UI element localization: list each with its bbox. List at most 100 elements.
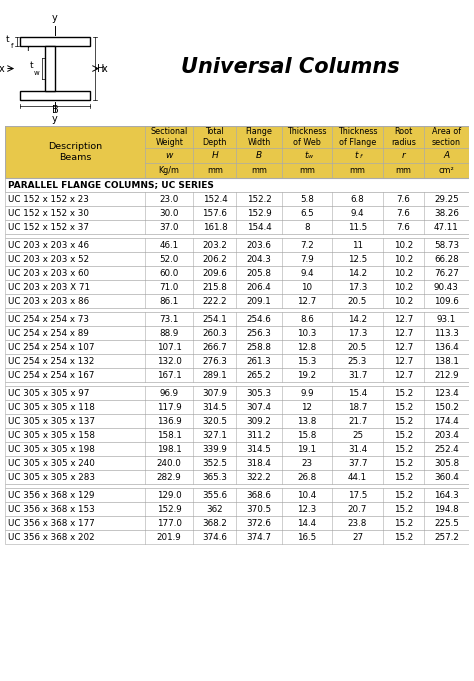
Text: 152.4: 152.4 (202, 195, 228, 204)
Text: 27: 27 (352, 533, 363, 541)
Text: UC 254 x 254 x 167: UC 254 x 254 x 167 (8, 370, 94, 379)
Text: 12.7: 12.7 (394, 356, 413, 366)
Text: t: t (304, 151, 308, 160)
Text: 152.9: 152.9 (157, 505, 182, 513)
Text: 215.8: 215.8 (202, 283, 228, 291)
Text: 138.1: 138.1 (434, 356, 459, 366)
Text: 73.1: 73.1 (159, 315, 179, 323)
Text: w: w (165, 151, 173, 160)
Bar (5, 280, 469, 294)
Text: cm²: cm² (438, 166, 454, 175)
Text: 7.6: 7.6 (396, 195, 410, 204)
Text: 365.3: 365.3 (202, 473, 228, 481)
Text: 25: 25 (352, 430, 363, 439)
Text: UC 305 x 305 x 283: UC 305 x 305 x 283 (8, 473, 95, 481)
Text: 261.3: 261.3 (246, 356, 272, 366)
Bar (45, 46, 55, 91)
Text: 109.6: 109.6 (434, 296, 459, 306)
Text: 7.6: 7.6 (396, 208, 410, 217)
Text: 240.0: 240.0 (157, 458, 182, 467)
Text: 9.9: 9.9 (300, 388, 314, 398)
Text: 374.7: 374.7 (246, 533, 272, 541)
Text: 123.4: 123.4 (434, 388, 459, 398)
Text: mm: mm (251, 166, 267, 175)
Text: 157.6: 157.6 (202, 208, 228, 217)
Text: 15.2: 15.2 (394, 518, 413, 528)
Text: Flange
Width: Flange Width (246, 127, 273, 146)
Text: 15.2: 15.2 (394, 430, 413, 439)
Text: 10.2: 10.2 (394, 240, 413, 249)
Text: 15.8: 15.8 (297, 430, 317, 439)
Text: 16.5: 16.5 (297, 533, 317, 541)
Text: 10.3: 10.3 (297, 328, 317, 338)
Text: 93.1: 93.1 (437, 315, 456, 323)
Text: 209.6: 209.6 (202, 268, 228, 277)
Text: 96.9: 96.9 (160, 388, 179, 398)
Text: 7.6: 7.6 (396, 223, 410, 232)
Text: 44.1: 44.1 (348, 473, 367, 481)
Bar (5, 340, 469, 354)
Bar (5, 308, 469, 312)
Text: 30.0: 30.0 (159, 208, 179, 217)
Text: 17.3: 17.3 (348, 328, 367, 338)
Text: UC 254 x 254 x 73: UC 254 x 254 x 73 (8, 315, 89, 323)
Text: UC 152 x 152 x 30: UC 152 x 152 x 30 (8, 208, 89, 217)
Text: UC 305 x 305 x 97: UC 305 x 305 x 97 (8, 388, 90, 398)
Text: 204.3: 204.3 (246, 255, 272, 264)
Text: y: y (52, 114, 58, 124)
Bar (5, 252, 469, 266)
Text: 13.8: 13.8 (297, 417, 317, 426)
Text: 60.0: 60.0 (159, 268, 179, 277)
Text: Thickness
of Web: Thickness of Web (287, 127, 327, 146)
Text: 5.8: 5.8 (300, 195, 314, 204)
Text: 6.5: 6.5 (300, 208, 314, 217)
Text: 258.8: 258.8 (246, 343, 272, 351)
Text: 254.6: 254.6 (246, 315, 272, 323)
Text: UC 305 x 305 x 158: UC 305 x 305 x 158 (8, 430, 95, 439)
Bar (5, 470, 469, 484)
Text: 150.2: 150.2 (434, 402, 459, 411)
Text: 311.2: 311.2 (246, 430, 272, 439)
Bar (5, 220, 469, 234)
Text: 362: 362 (207, 505, 223, 513)
Text: 58.73: 58.73 (434, 240, 459, 249)
Bar (5, 488, 469, 502)
Bar (5, 294, 469, 308)
Text: UC 305 x 305 x 240: UC 305 x 305 x 240 (8, 458, 95, 467)
Text: 12.3: 12.3 (297, 505, 317, 513)
Bar (5, 442, 469, 456)
Text: 203.2: 203.2 (202, 240, 228, 249)
Text: 107.1: 107.1 (157, 343, 182, 351)
Text: 10.2: 10.2 (394, 283, 413, 291)
Text: 372.6: 372.6 (246, 518, 272, 528)
Text: 31.7: 31.7 (348, 370, 367, 379)
Text: 203.4: 203.4 (434, 430, 459, 439)
Text: 52.0: 52.0 (159, 255, 179, 264)
Bar (5, 178, 469, 192)
Text: 14.2: 14.2 (348, 315, 367, 323)
Text: 368.2: 368.2 (202, 518, 228, 528)
Text: x: x (102, 63, 108, 74)
Text: B: B (256, 151, 262, 160)
Text: 10.2: 10.2 (394, 296, 413, 306)
Text: 90.43: 90.43 (434, 283, 459, 291)
Bar (5, 414, 469, 428)
Text: 15.2: 15.2 (394, 473, 413, 481)
Text: UC 254 x 254 x 107: UC 254 x 254 x 107 (8, 343, 94, 351)
Text: 136.9: 136.9 (157, 417, 182, 426)
Text: 152.9: 152.9 (246, 208, 272, 217)
Text: 11: 11 (352, 240, 363, 249)
Text: 10: 10 (301, 283, 312, 291)
Bar (20, 91, 90, 100)
Text: UC 356 x 368 x 153: UC 356 x 368 x 153 (8, 505, 95, 513)
Text: 15.2: 15.2 (394, 417, 413, 426)
Text: UC 203 x 203 x 52: UC 203 x 203 x 52 (8, 255, 89, 264)
Text: UC 152 x 152 x 23: UC 152 x 152 x 23 (8, 195, 89, 204)
Text: UC 305 x 305 x 198: UC 305 x 305 x 198 (8, 445, 95, 454)
Text: 8.6: 8.6 (300, 315, 314, 323)
Text: 12.7: 12.7 (297, 296, 317, 306)
Text: 12.7: 12.7 (394, 370, 413, 379)
Text: 225.5: 225.5 (434, 518, 459, 528)
Bar (20, 37, 90, 46)
Text: 15.4: 15.4 (348, 388, 367, 398)
